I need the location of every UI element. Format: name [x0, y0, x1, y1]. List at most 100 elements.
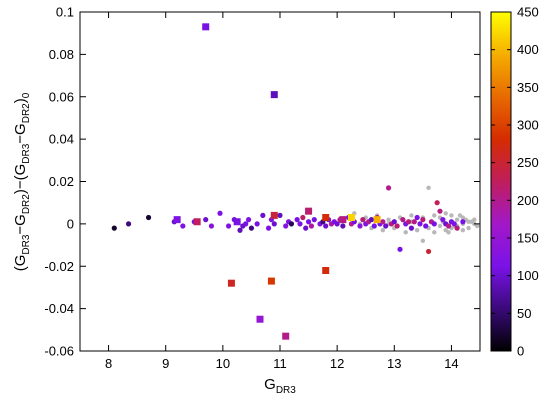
circle-point [288, 221, 295, 227]
circle-point [203, 217, 209, 223]
x-tick-label: 12 [330, 356, 344, 371]
grey-point [386, 217, 391, 222]
circle-point [277, 212, 283, 218]
square-point [256, 315, 264, 323]
circle-point [308, 223, 315, 229]
colorbar-tick-label: 400 [517, 42, 539, 57]
circle-point [225, 223, 232, 229]
circle-point [303, 225, 309, 231]
square-point [270, 211, 278, 219]
circle-point [437, 208, 443, 214]
square-point [339, 216, 347, 224]
x-tick-label: 11 [273, 356, 287, 371]
plot-background [80, 12, 480, 351]
circle-point [385, 185, 392, 191]
circle-point [417, 221, 423, 227]
x-tick-label: 14 [444, 356, 458, 371]
circle-point [260, 212, 266, 218]
circle-point [431, 221, 437, 227]
circle-points-layer [111, 185, 466, 255]
square-point [173, 216, 181, 224]
square-point [202, 23, 210, 31]
circle-point [460, 219, 466, 225]
circle-point [145, 214, 152, 221]
circle-point [360, 217, 366, 223]
square-point [267, 277, 275, 285]
x-tick-label: 8 [105, 356, 112, 371]
circle-point [411, 219, 417, 225]
x-axis: 8 9 10 11 12 13 14 [105, 12, 459, 371]
circle-point [208, 223, 215, 229]
circle-point [294, 217, 300, 223]
circle-point [334, 221, 340, 227]
colorbar-tick-label: 150 [517, 231, 539, 246]
grey-point [449, 213, 454, 218]
circle-point [380, 219, 386, 225]
circle-point [265, 225, 272, 231]
grey-point [432, 230, 437, 235]
circle-point [243, 221, 249, 227]
square-point [233, 218, 241, 226]
circle-point [434, 200, 440, 206]
grey-point [469, 219, 474, 224]
circle-point [454, 225, 460, 231]
x-axis-label: GDR3 [264, 376, 296, 396]
y-tick-label: -0.04 [44, 301, 74, 316]
grey-point [414, 228, 420, 233]
square-point [322, 214, 330, 222]
grey-point [466, 225, 471, 231]
circle-point [397, 246, 403, 252]
square-point [270, 91, 278, 99]
colorbar-tick-label: 450 [517, 5, 539, 20]
y-tick-label: -0.06 [44, 344, 74, 359]
y-axis-label: (GDR3−GDR2)−(GDR3−GDR2)0 [12, 92, 32, 271]
circle-point [423, 223, 429, 229]
colorbar-tick-label: 300 [517, 118, 539, 133]
grey-point [380, 228, 386, 233]
y-tick-label: 0.06 [49, 89, 74, 104]
square-point [373, 216, 381, 224]
grey-point [420, 238, 426, 244]
circle-point [283, 223, 289, 229]
circle-point [271, 221, 277, 227]
circle-point [408, 225, 415, 231]
grey-point [403, 230, 408, 235]
colorbar-tick-label: 100 [517, 268, 539, 283]
circle-point [400, 217, 406, 223]
colorbar-tick-label: 350 [517, 80, 539, 95]
x-tick-label: 9 [162, 356, 169, 371]
circle-point [311, 217, 317, 223]
square-point [322, 266, 330, 274]
colorbar-tick-label: 50 [517, 306, 531, 321]
colorbar-tick-label: 250 [517, 155, 539, 170]
grey-point [426, 185, 431, 191]
square-point [347, 214, 355, 222]
y-tick-label: -0.02 [44, 259, 74, 274]
circle-point [297, 221, 303, 227]
circle-point [383, 223, 389, 229]
circle-point [254, 221, 260, 227]
square-point [193, 218, 201, 226]
circle-point [405, 219, 412, 225]
y-tick-label: 0.1 [56, 5, 74, 20]
x-tick-label: 13 [387, 356, 401, 371]
circle-point [305, 219, 312, 225]
grey-point [437, 223, 443, 229]
circle-point [451, 221, 457, 227]
circle-point [111, 225, 117, 231]
y-tick-label: 0.04 [49, 132, 74, 147]
grey-point [443, 211, 448, 216]
circle-point [420, 217, 426, 223]
circle-point [245, 217, 252, 223]
circle-point [440, 217, 446, 223]
circle-point [414, 214, 420, 221]
y-tick-label: 0.08 [49, 47, 74, 62]
grey-point [474, 223, 480, 229]
square-points-layer [173, 23, 381, 340]
grey-point [446, 230, 451, 235]
circle-point [248, 225, 255, 231]
circle-point [340, 223, 346, 229]
colorbar-tick-label: 0 [517, 344, 524, 359]
colorbar-tick-label: 200 [517, 193, 539, 208]
